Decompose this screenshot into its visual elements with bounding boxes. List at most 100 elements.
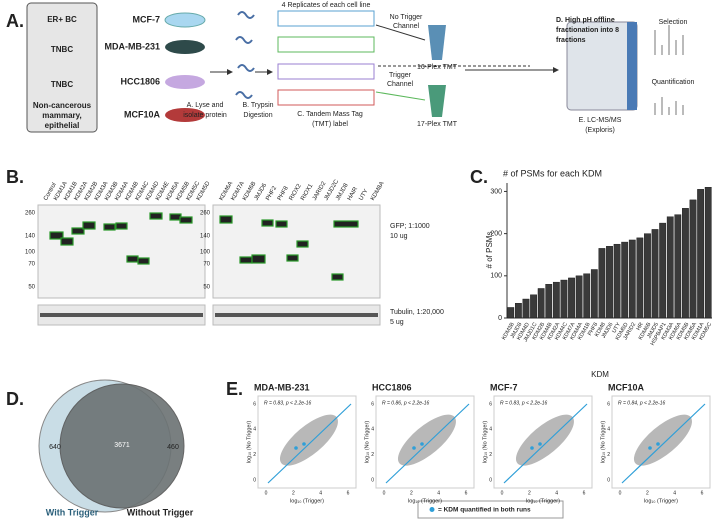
label: Digestion (243, 112, 272, 119)
bar (704, 187, 712, 319)
fit-line (385, 403, 470, 484)
x-tick-label: 2 (292, 490, 295, 496)
kdm-dot (538, 442, 542, 446)
marker-label: 50 (203, 285, 210, 291)
plot-title: MDA-MB-231 (254, 382, 310, 392)
y-tick-label: 4 (489, 427, 492, 433)
stat-label: R = 0.83, p < 2.2e-16 (500, 400, 547, 406)
bar (507, 307, 515, 319)
label: epithelial (45, 121, 80, 130)
bar (666, 216, 674, 319)
y-axis-label: # of PSMs (485, 232, 494, 269)
panel-letter: A. (6, 11, 24, 31)
label: TNBC (51, 80, 73, 89)
y-axis-label: log₁₀ (No Trigger) (246, 421, 252, 464)
bar (689, 199, 697, 319)
label: (Exploris) (585, 127, 615, 134)
label: Quantification (652, 79, 695, 86)
tmt-row (277, 36, 375, 53)
marker-label: 260 (25, 211, 36, 217)
instrument-stripe (627, 22, 637, 110)
x-tick-label: 2 (410, 490, 413, 496)
bar (552, 281, 560, 319)
fit-line (621, 403, 706, 484)
tmt-row (277, 89, 375, 106)
x-axis-label: log₁₀ (Trigger) (290, 498, 324, 504)
y-tick-label: 0 (607, 477, 610, 483)
bar (568, 277, 575, 319)
bar (522, 298, 530, 319)
label: Non-cancerous (33, 101, 92, 110)
label: 17-Plex TMT (417, 121, 458, 128)
venn-without (59, 383, 185, 509)
bar (697, 189, 705, 319)
bar (583, 273, 591, 319)
label: 460 (167, 444, 179, 451)
label: isolate protein (183, 112, 227, 119)
chart-title: # of PSMs for each KDM (503, 168, 602, 178)
x-tick-label: 4 (437, 490, 440, 496)
label: MCF-7 (133, 14, 161, 24)
y-tick-label: 4 (607, 427, 610, 433)
bar (560, 279, 568, 319)
bar (606, 246, 613, 319)
x-tick-label: 2 (528, 490, 531, 496)
panel-letter: C. (470, 167, 488, 187)
arrow (375, 91, 426, 101)
plot-area (257, 395, 357, 489)
label: C. Tandem Mass Tag (297, 111, 363, 118)
bar (636, 237, 644, 319)
label: fractionation into 8 (556, 27, 619, 34)
label: Channel (393, 23, 420, 30)
plot-title: MCF-7 (490, 382, 518, 392)
y-tick-label: 6 (253, 401, 256, 407)
x-tick-label: 4 (673, 490, 676, 496)
label: 5 ug (390, 319, 404, 326)
y-tick-label: 6 (489, 401, 492, 407)
x-axis-label: log₁₀ (Trigger) (408, 498, 442, 504)
y-tick-label: 2 (489, 452, 492, 458)
bar (651, 229, 659, 319)
fit-line (267, 403, 352, 484)
label: GFP; 1:1000 (390, 223, 430, 230)
point-cloud (397, 414, 456, 466)
y-tick-label: 6 (607, 401, 610, 407)
kdm-dot (420, 442, 424, 446)
stat-label: R = 0.84, p < 2.2e-16 (618, 400, 665, 406)
bar (530, 294, 537, 319)
marker-label: 70 (28, 262, 35, 268)
point-cloud (515, 414, 574, 466)
lane-label: KDM8A (370, 181, 386, 202)
marker-label: 100 (200, 250, 211, 256)
x-axis-label: log₁₀ (Trigger) (644, 498, 678, 504)
x-axis-label: log₁₀ (Trigger) (526, 498, 560, 504)
label: mammary, (42, 111, 81, 120)
label: Selection (659, 19, 688, 26)
y-tick-label: 4 (371, 427, 374, 433)
point-cloud (279, 414, 338, 466)
bar (674, 214, 682, 319)
peptide-icon (235, 11, 255, 99)
bar (621, 241, 629, 319)
stat-label: R = 0.83, p < 2.2e-16 (264, 400, 311, 406)
y-axis-label: log₁₀ (No Trigger) (364, 421, 370, 464)
label: 16-Plex TMT (417, 64, 458, 71)
cell-dish (164, 12, 206, 28)
panel-letter: E. (226, 379, 243, 399)
label: B. Trypsin (242, 102, 273, 109)
bar (644, 233, 651, 319)
bar (575, 275, 583, 319)
bar (613, 243, 621, 319)
tmt-row (277, 63, 375, 80)
marker-label: 140 (200, 234, 211, 240)
label: Without Trigger (127, 507, 194, 517)
label: D. High pH offline (556, 17, 615, 24)
y-tick-label: 2 (371, 452, 374, 458)
marker-label: 50 (28, 285, 35, 291)
cell-dish (165, 40, 205, 54)
cell-dish (165, 108, 205, 122)
y-tick-label: 4 (253, 427, 256, 433)
label: Tubulin, 1:20,000 (390, 309, 444, 316)
legend-dot (429, 507, 435, 512)
